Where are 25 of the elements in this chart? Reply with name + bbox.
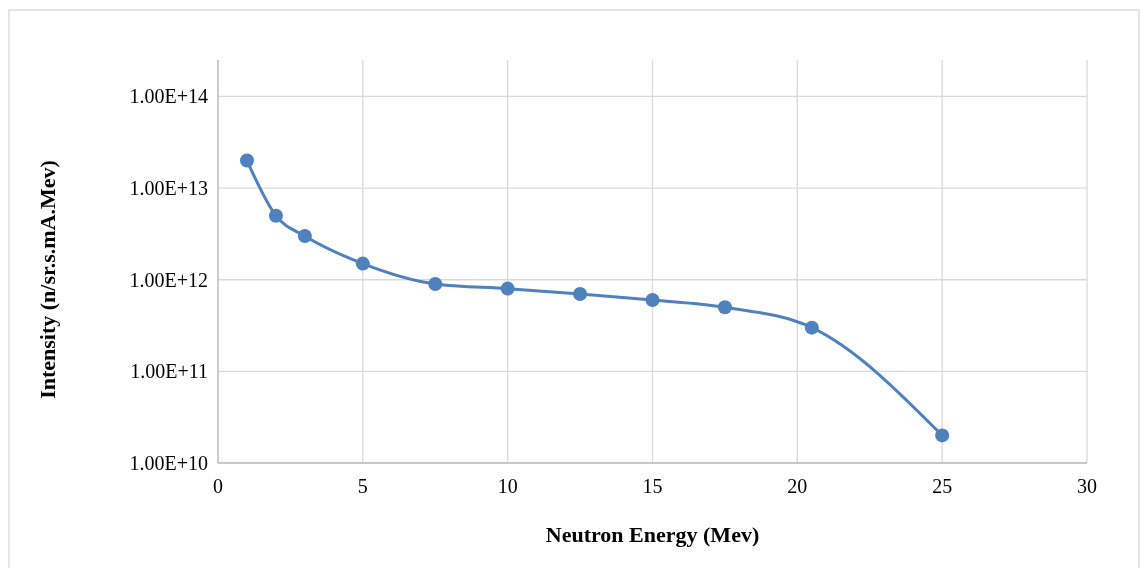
y-tick-label: 1.00E+10 (129, 452, 208, 474)
x-tick-label: 30 (1077, 475, 1097, 497)
x-axis-title: Neutron Energy (Mev) (545, 522, 760, 547)
x-tick-label: 20 (787, 475, 808, 497)
y-tick-label: 1.00E+12 (129, 268, 208, 291)
x-tick-label: 15 (642, 475, 663, 497)
point (239, 153, 254, 168)
y-tick-label: 1.00E+11 (130, 360, 208, 383)
point (428, 276, 443, 291)
point (297, 229, 312, 244)
y-tick-label: 1.00E+14 (129, 85, 208, 108)
point (268, 208, 283, 223)
x-tick-label: 10 (497, 475, 518, 497)
point (804, 320, 819, 335)
point (355, 256, 370, 271)
x-tick-label: 25 (932, 475, 953, 497)
point (573, 286, 588, 301)
point (500, 281, 515, 296)
y-tick-label: 1.00E+13 (129, 177, 208, 200)
point (935, 428, 950, 443)
x-tick-label: 5 (357, 475, 368, 497)
point (717, 300, 732, 315)
x-tick-label: 0 (213, 475, 223, 497)
y-axis-title: Intensity (n/sr.s.mA.Mev) (35, 160, 60, 399)
point (645, 293, 660, 308)
